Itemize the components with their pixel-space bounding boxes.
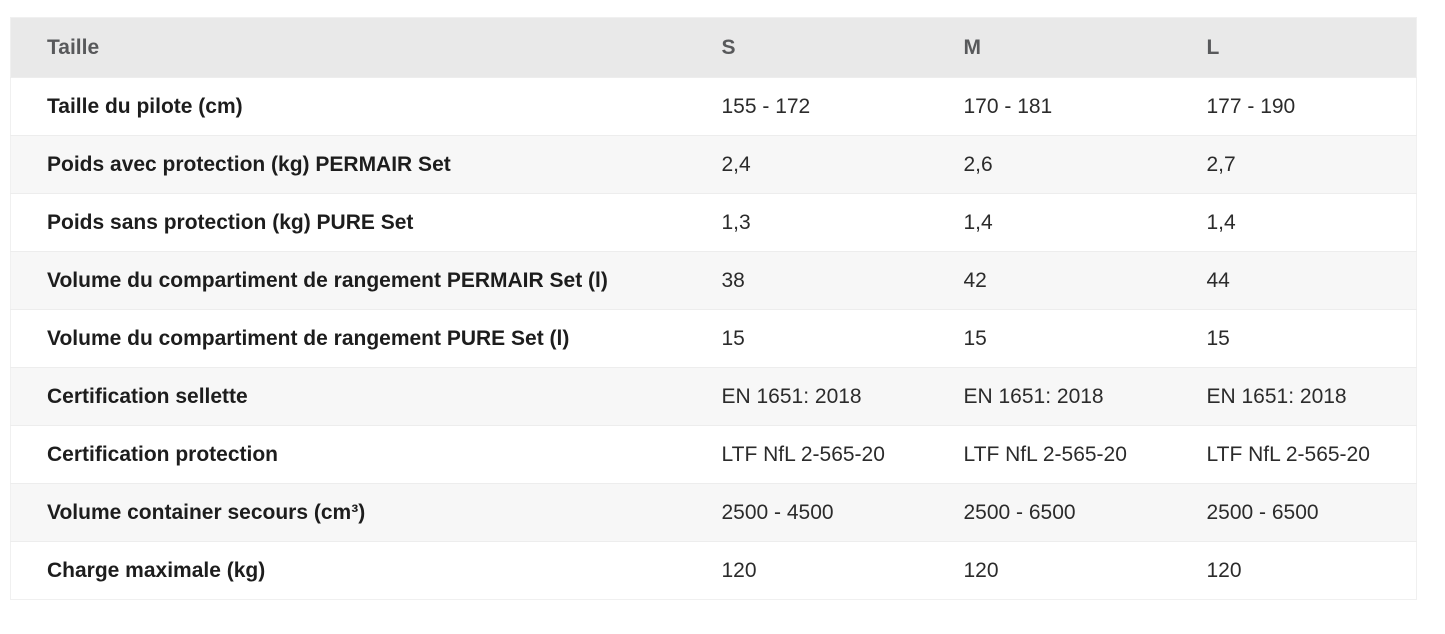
row-value: 2,6: [938, 135, 1182, 194]
row-value: 42: [938, 251, 1182, 310]
row-label: Charge maximale (kg): [10, 541, 697, 600]
table-row: Poids sans protection (kg) PURE Set 1,3 1,…: [10, 193, 1417, 252]
row-value: EN 1651: 2018: [696, 367, 939, 426]
row-label: Poids sans protection (kg) PURE Set: [10, 193, 697, 252]
row-label: Certification protection: [10, 425, 697, 484]
row-value: LTF NfL 2-565-20: [1181, 425, 1417, 484]
row-value: 1,3: [696, 193, 939, 252]
row-value: 120: [696, 541, 939, 600]
row-value: 177 - 190: [1181, 77, 1417, 136]
spec-table-body: Taille du pilote (cm) 155 - 172 170 - 181 1…: [10, 77, 1417, 600]
column-header-s: S: [696, 17, 939, 78]
row-value: 2500 - 6500: [938, 483, 1182, 542]
spec-table-container: Taille S M L Taille du pilote (cm) 155 - …: [10, 17, 1417, 600]
table-row: Volume du compartiment de rangement PERM…: [10, 251, 1417, 310]
row-label: Volume du compartiment de rangement PERM…: [10, 251, 697, 310]
row-value: 44: [1181, 251, 1417, 310]
row-label: Taille du pilote (cm): [10, 77, 697, 136]
column-header-m: M: [938, 17, 1182, 78]
table-row: Taille du pilote (cm) 155 - 172 170 - 181 1…: [10, 77, 1417, 136]
table-row: Certification protection LTF NfL 2-565-20…: [10, 425, 1417, 484]
table-row: Volume du compartiment de rangement PURE…: [10, 309, 1417, 368]
row-label: Poids avec protection (kg) PERMAIR Set: [10, 135, 697, 194]
table-row: Charge maximale (kg) 120 120 120: [10, 541, 1417, 600]
row-value: 1,4: [938, 193, 1182, 252]
row-value: EN 1651: 2018: [1181, 367, 1417, 426]
row-label: Volume du compartiment de rangement PURE…: [10, 309, 697, 368]
column-header-l: L: [1181, 17, 1417, 78]
column-header-taille: Taille: [10, 17, 697, 78]
row-value: 120: [938, 541, 1182, 600]
spec-table-header: Taille S M L: [10, 17, 1417, 78]
row-value: 2,7: [1181, 135, 1417, 194]
row-value: LTF NfL 2-565-20: [938, 425, 1182, 484]
row-value: 155 - 172: [696, 77, 939, 136]
row-value: EN 1651: 2018: [938, 367, 1182, 426]
row-value: 38: [696, 251, 939, 310]
row-label: Certification sellette: [10, 367, 697, 426]
table-row: Certification sellette EN 1651: 2018 EN 16…: [10, 367, 1417, 426]
row-value: 1,4: [1181, 193, 1417, 252]
row-value: 2500 - 4500: [696, 483, 939, 542]
row-value: 15: [1181, 309, 1417, 368]
row-label: Volume container secours (cm³): [10, 483, 697, 542]
spec-table: Taille S M L Taille du pilote (cm) 155 - …: [10, 17, 1417, 600]
row-value: 170 - 181: [938, 77, 1182, 136]
row-value: LTF NfL 2-565-20: [696, 425, 939, 484]
table-row: Poids avec protection (kg) PERMAIR Set 2,…: [10, 135, 1417, 194]
table-row: Volume container secours (cm³) 2500 - 450…: [10, 483, 1417, 542]
row-value: 2,4: [696, 135, 939, 194]
row-value: 2500 - 6500: [1181, 483, 1417, 542]
header-row: Taille S M L: [10, 17, 1417, 78]
row-value: 15: [696, 309, 939, 368]
row-value: 120: [1181, 541, 1417, 600]
row-value: 15: [938, 309, 1182, 368]
